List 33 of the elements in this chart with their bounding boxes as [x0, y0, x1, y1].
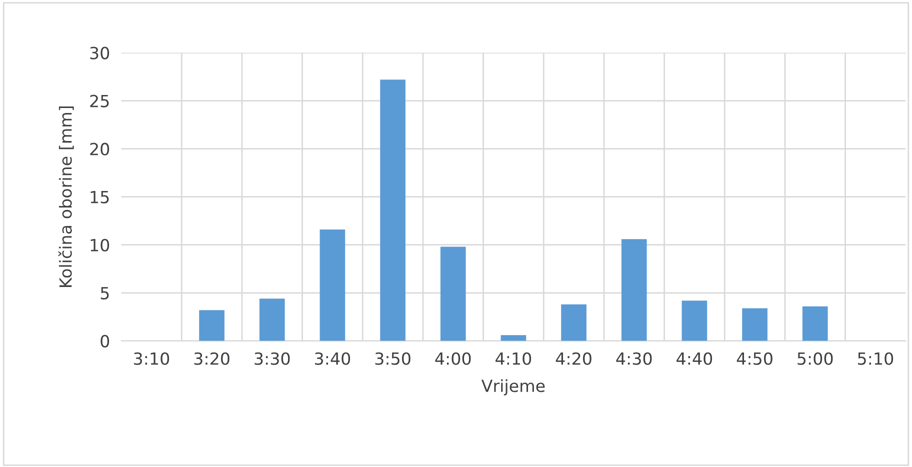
y-tick-label: 0 [100, 334, 110, 348]
bar [742, 308, 768, 341]
bar [682, 300, 708, 341]
x-tick-label: 4:50 [736, 352, 772, 365]
x-tick-label: 3:40 [315, 352, 350, 365]
x-tick-label: 3:30 [254, 352, 290, 365]
x-axis-title: Vrijeme [481, 379, 545, 396]
x-tick-label: 3:20 [194, 352, 230, 365]
bar [561, 304, 586, 341]
y-tick-label: 30 [90, 46, 110, 60]
y-axis-title: Količina oborine [mm] [58, 106, 74, 287]
y-tick-label: 20 [90, 142, 110, 156]
x-tick-label: 4:20 [556, 352, 592, 365]
bar [500, 335, 526, 341]
y-tick-label: 15 [90, 191, 109, 204]
x-tick-label: 5:10 [858, 352, 894, 365]
x-tick-label: 4:40 [676, 352, 712, 365]
x-tick-label: 4:30 [616, 352, 652, 365]
x-tick-label: 4:00 [435, 352, 471, 365]
bar [199, 310, 224, 341]
bar [440, 246, 466, 341]
bar [621, 239, 647, 341]
x-tick-label: 3:10 [134, 352, 170, 365]
bar [802, 306, 828, 341]
y-tick-label: 10 [90, 238, 110, 252]
x-tick-label: 3:50 [375, 352, 410, 365]
y-tick-label: 5 [100, 287, 109, 300]
x-tick-label: 4:10 [496, 352, 532, 365]
bar [380, 80, 406, 341]
x-tick-label: 5:00 [798, 352, 833, 365]
bar [320, 229, 346, 341]
bar [259, 298, 285, 341]
y-tick-label: 25 [90, 94, 109, 108]
